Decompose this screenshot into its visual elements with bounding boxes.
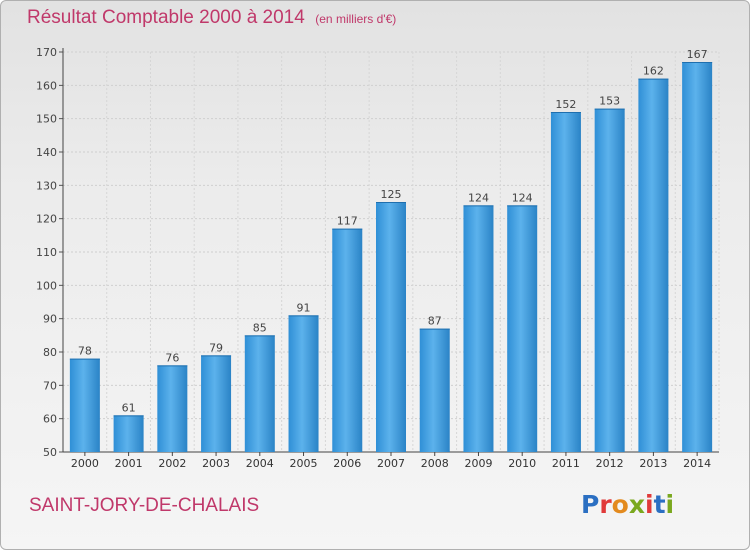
y-tick-label: 110	[36, 246, 57, 259]
logo-letter: i	[665, 490, 675, 519]
x-tick-label: 2014	[683, 457, 711, 470]
tick-labels: 50 60 70 80 90 100 110 120 130 140 150 160 170 2000 20…	[36, 46, 711, 470]
bar	[157, 365, 188, 452]
logo-letter: r	[599, 490, 612, 519]
x-tick-label: 2001	[115, 457, 143, 470]
commune-name: SAINT-JORY-DE-CHALAIS	[29, 495, 260, 516]
y-tick-label: 60	[43, 413, 57, 426]
bar	[550, 112, 581, 452]
bars	[69, 62, 713, 453]
bar	[507, 205, 538, 452]
logo-letter: t	[653, 490, 666, 519]
logo-letter: i	[645, 490, 654, 519]
proxiti-logo: Proxiti	[581, 490, 674, 519]
y-tick-label: 160	[36, 79, 57, 92]
bar	[376, 202, 406, 452]
data-label: 125	[381, 188, 402, 201]
y-tick-label: 170	[36, 46, 57, 59]
unit-label: (en milliers d'€)	[315, 12, 397, 26]
data-label: 152	[555, 98, 576, 111]
bar	[463, 205, 494, 452]
data-label: 91	[297, 301, 311, 314]
data-label: 153	[599, 95, 620, 108]
x-tick-label: 2004	[246, 457, 274, 470]
x-tick-label: 2002	[158, 457, 186, 470]
data-labels: 78 61 76 79 85 91 117 125 87 124 124 152 153 162 167	[78, 48, 708, 414]
bar	[594, 108, 625, 453]
y-tick-label: 80	[43, 346, 57, 359]
x-tick-label: 2010	[508, 457, 536, 470]
title-text: Résultat Comptable 2000 à 2014	[27, 7, 305, 28]
x-tick-label: 2006	[333, 457, 361, 470]
data-label: 85	[253, 321, 267, 334]
y-tick-label: 150	[36, 113, 57, 126]
data-label: 78	[78, 345, 92, 358]
logo-letter: o	[611, 490, 629, 519]
chart-title: Résultat Comptable 2000 à 2014 (en milli…	[27, 7, 396, 29]
data-label: 61	[122, 401, 136, 414]
y-tick-label: 100	[36, 279, 57, 292]
bar	[288, 315, 319, 452]
bar	[638, 78, 669, 453]
y-tick-label: 140	[36, 146, 57, 159]
data-label: 124	[468, 191, 489, 204]
bar	[244, 335, 275, 452]
y-tick-label: 90	[43, 313, 57, 326]
data-label: 162	[643, 65, 664, 78]
y-tick-label: 130	[36, 179, 57, 192]
logo-letter: x	[628, 490, 645, 519]
x-tick-label: 2012	[596, 457, 624, 470]
data-label: 79	[209, 341, 223, 354]
x-tick-label: 2011	[552, 457, 580, 470]
x-tick-label: 2013	[639, 457, 667, 470]
x-tick-label: 2008	[421, 457, 449, 470]
x-tick-label: 2005	[290, 457, 318, 470]
bar	[419, 328, 450, 452]
logo-letter: P	[581, 490, 600, 519]
x-tick-label: 2009	[464, 457, 492, 470]
x-tick-label: 2000	[71, 457, 99, 470]
data-label: 124	[512, 191, 533, 204]
x-tick-label: 2007	[377, 457, 405, 470]
y-tick-label: 50	[43, 446, 57, 459]
x-tick-label: 2003	[202, 457, 230, 470]
data-label: 76	[165, 351, 179, 364]
bar	[69, 358, 100, 452]
bar	[332, 228, 363, 452]
data-label: 167	[687, 48, 708, 61]
y-tick-label: 120	[36, 213, 57, 226]
data-label: 117	[337, 215, 358, 228]
y-tick-label: 70	[43, 379, 57, 392]
data-label: 87	[428, 315, 442, 328]
bar	[201, 355, 232, 452]
bar	[113, 415, 144, 452]
bar	[682, 62, 713, 452]
